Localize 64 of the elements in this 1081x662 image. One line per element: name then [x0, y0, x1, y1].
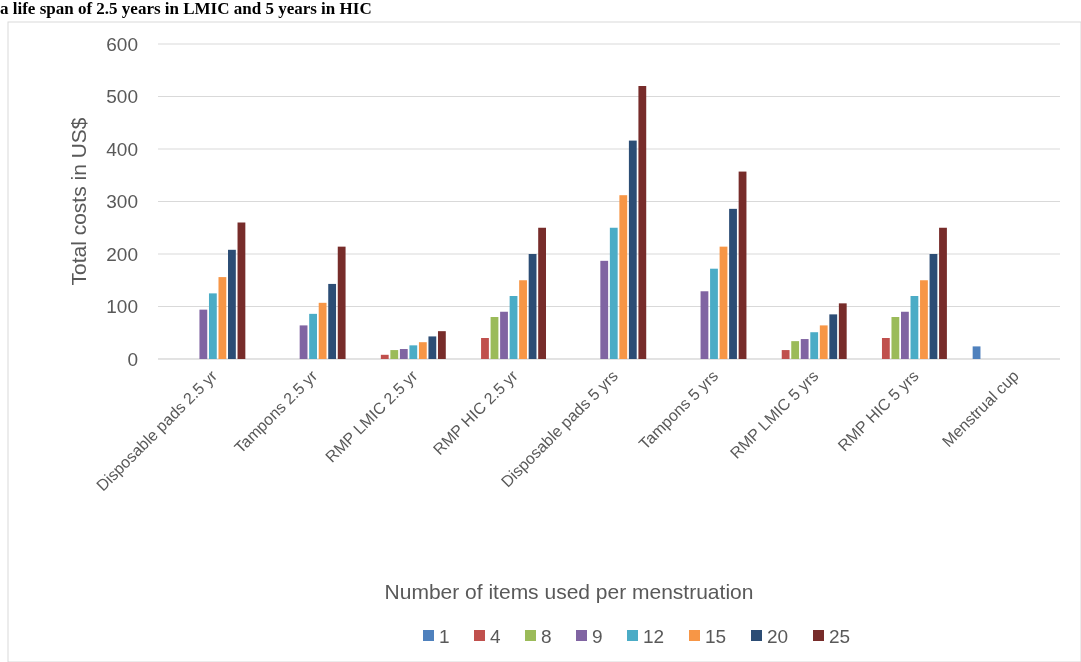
- bar: [881, 338, 890, 359]
- bar: [500, 311, 508, 359]
- bar: [299, 325, 308, 359]
- legend-label: 4: [490, 625, 501, 647]
- chart-title: a life span of 2.5 years in LMIC and 5 years in HIC: [0, 0, 372, 18]
- bar: [528, 254, 537, 359]
- bar: [800, 339, 809, 359]
- bar: [228, 249, 236, 359]
- bar: [309, 313, 317, 359]
- bar: [700, 291, 709, 359]
- bar: [328, 283, 337, 359]
- bar: [380, 354, 389, 359]
- legend-label: 9: [592, 625, 603, 647]
- bar: [428, 336, 437, 359]
- bar: [939, 227, 947, 359]
- bar: [600, 260, 609, 359]
- bar: [920, 280, 928, 359]
- bar: [337, 246, 346, 359]
- bar: [318, 302, 327, 359]
- bar: [437, 331, 446, 359]
- y-tick-label: 0: [127, 348, 138, 370]
- bar: [901, 311, 909, 359]
- bar: [619, 195, 628, 359]
- bar: [208, 293, 217, 359]
- bar: [490, 317, 499, 359]
- bar: [972, 346, 981, 359]
- bar: [910, 296, 919, 359]
- bar: [929, 254, 938, 359]
- bar: [628, 140, 637, 359]
- y-tick-label: 500: [106, 86, 138, 108]
- y-tick-label: 400: [106, 138, 138, 160]
- legend-label: 20: [767, 625, 789, 647]
- bar: [729, 208, 737, 359]
- bar: [519, 280, 527, 359]
- y-tick-label: 300: [106, 191, 138, 213]
- y-tick-label: 600: [106, 33, 138, 55]
- bar: [538, 227, 547, 359]
- bar: [199, 309, 208, 359]
- bar: [390, 350, 399, 359]
- bar: [218, 277, 227, 359]
- y-tick-label: 100: [106, 296, 138, 318]
- legend-label: 25: [829, 625, 851, 647]
- bar: [399, 349, 408, 359]
- legend-label: 12: [643, 625, 665, 647]
- y-axis-title: Total costs in US$: [67, 117, 90, 286]
- legend-label: 8: [541, 625, 552, 647]
- bar: [710, 268, 718, 359]
- bar: [891, 317, 900, 359]
- bar: [791, 341, 800, 359]
- bar: [819, 325, 828, 359]
- bar: [509, 296, 518, 359]
- legend-label: 15: [705, 625, 727, 647]
- x-axis-title: Number of items used per menstruation: [384, 580, 754, 603]
- bar: [829, 314, 838, 359]
- bar: [838, 303, 847, 359]
- bar: [418, 342, 427, 359]
- bar: [781, 350, 790, 359]
- bar: [810, 332, 819, 359]
- bar: [609, 227, 618, 359]
- legend-label: 1: [439, 625, 450, 647]
- bar: [481, 338, 489, 359]
- bar: [409, 345, 418, 359]
- bar: [638, 86, 647, 359]
- y-tick-label: 200: [106, 243, 138, 265]
